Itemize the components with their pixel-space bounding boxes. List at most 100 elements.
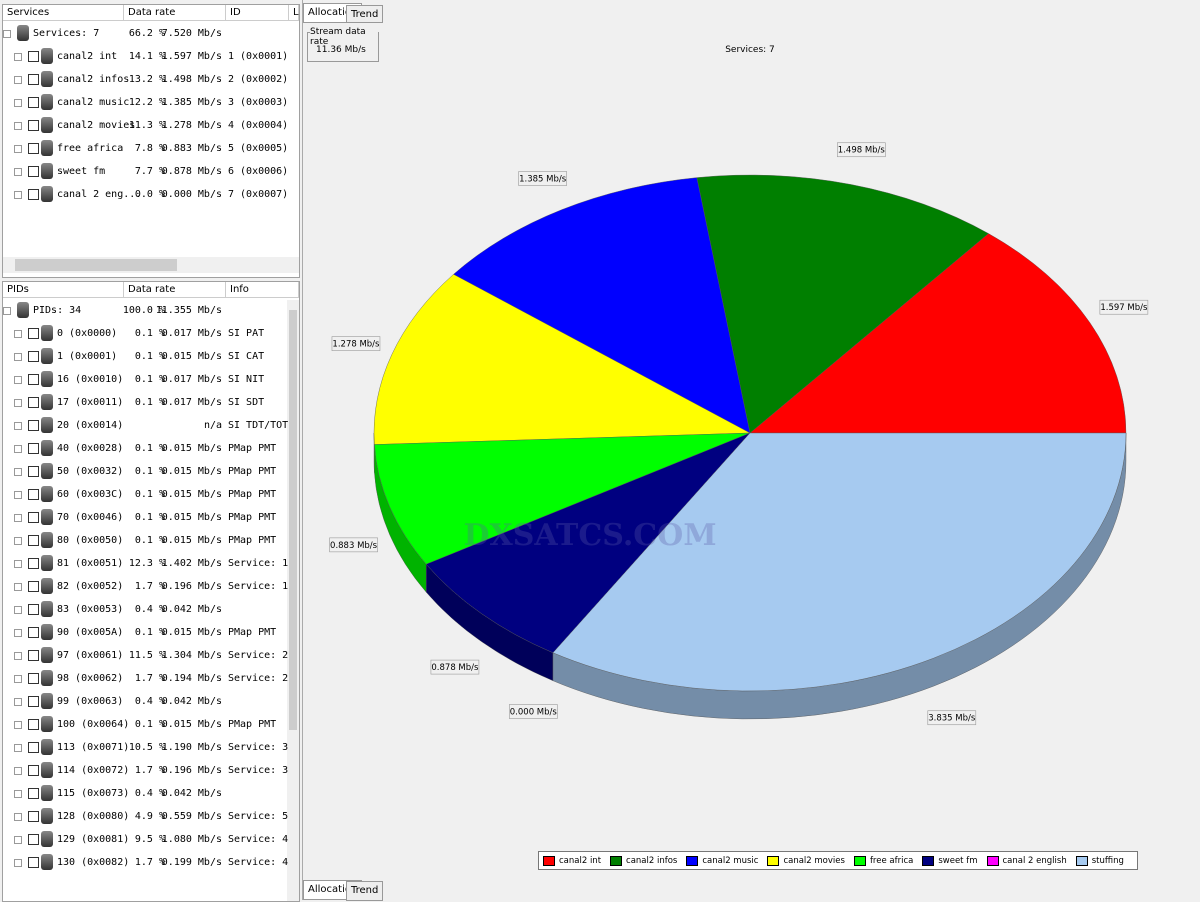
checkbox[interactable] [28, 627, 39, 638]
checkbox[interactable] [28, 97, 39, 108]
checkbox[interactable] [28, 673, 39, 684]
checkbox[interactable] [28, 374, 39, 385]
checkbox[interactable] [28, 512, 39, 523]
checkbox[interactable] [28, 696, 39, 707]
data-rate: 0.042 Mb/s [162, 782, 222, 805]
icon [41, 555, 53, 571]
checkbox[interactable] [28, 74, 39, 85]
info: SI PAT [228, 322, 288, 345]
percent: 0.0 % [135, 183, 165, 206]
checkbox[interactable] [28, 742, 39, 753]
checkbox[interactable] [28, 581, 39, 592]
checkbox[interactable] [28, 719, 39, 730]
checkbox[interactable] [28, 765, 39, 776]
checkbox[interactable] [28, 189, 39, 200]
checkbox[interactable] [28, 166, 39, 177]
data-rate: 0.196 Mb/s [162, 759, 222, 782]
icon [17, 25, 29, 41]
checkbox[interactable] [28, 558, 39, 569]
checkbox[interactable] [28, 420, 39, 431]
icon [41, 808, 53, 824]
column-header: ID [226, 5, 289, 21]
checkbox[interactable] [28, 397, 39, 408]
checkbox[interactable] [28, 535, 39, 546]
info: Service: 1 (0x [228, 552, 288, 575]
icon [41, 831, 53, 847]
column-header: Info [226, 282, 299, 298]
data-label-group: 0.878 Mb/s [431, 660, 479, 674]
percent: 11.5 % [129, 644, 165, 667]
data-rate: 0.194 Mb/s [162, 667, 222, 690]
icon [41, 693, 53, 709]
data-label-group: 1.278 Mb/s [332, 337, 380, 351]
checkbox[interactable] [28, 489, 39, 500]
name: 17 (0x0011) [57, 391, 123, 414]
percent: 0.1 % [135, 483, 165, 506]
data-rate: 0.042 Mb/s [162, 690, 222, 713]
checkbox[interactable] [28, 604, 39, 615]
name: 80 (0x0050) [57, 529, 123, 552]
checkbox[interactable] [28, 351, 39, 362]
checkbox[interactable] [28, 650, 39, 661]
info: Service: 2 (0x [228, 644, 288, 667]
data-label: 0.883 Mb/s [330, 541, 378, 551]
checkbox[interactable] [28, 120, 39, 131]
checkbox[interactable] [28, 443, 39, 454]
name: 50 (0x0032) [57, 460, 123, 483]
checkbox[interactable] [28, 466, 39, 477]
percent: 1.7 % [135, 575, 165, 598]
id: 6 (0x0006) [228, 160, 288, 183]
data-label-group: 1.498 Mb/s [837, 143, 885, 157]
data-rate: 1.190 Mb/s [162, 736, 222, 759]
checkbox[interactable] [28, 857, 39, 868]
tree-row[interactable]: 115 (0x0073)0.4 %0.042 Mb/s [3, 782, 299, 805]
checkbox[interactable] [28, 788, 39, 799]
data-label-group: 0.883 Mb/s [330, 538, 378, 552]
data-rate: 7.520 Mb/s [162, 22, 222, 45]
legend-swatch [686, 856, 698, 866]
tab[interactable]: Trend [346, 881, 383, 901]
checkbox[interactable] [28, 811, 39, 822]
checkbox[interactable] [28, 328, 39, 339]
tree-row[interactable]: 99 (0x0063)0.4 %0.042 Mb/s [3, 690, 299, 713]
name: 70 (0x0046) [57, 506, 123, 529]
legend-swatch [543, 856, 555, 866]
h-scrollbar[interactable] [3, 257, 299, 273]
scroll-thumb[interactable] [15, 259, 177, 271]
checkbox[interactable] [28, 834, 39, 845]
checkbox[interactable] [28, 143, 39, 154]
name: 114 (0x0072) [57, 759, 129, 782]
tree-row[interactable]: 83 (0x0053)0.4 %0.042 Mb/s [3, 598, 299, 621]
checkbox[interactable] [28, 51, 39, 62]
